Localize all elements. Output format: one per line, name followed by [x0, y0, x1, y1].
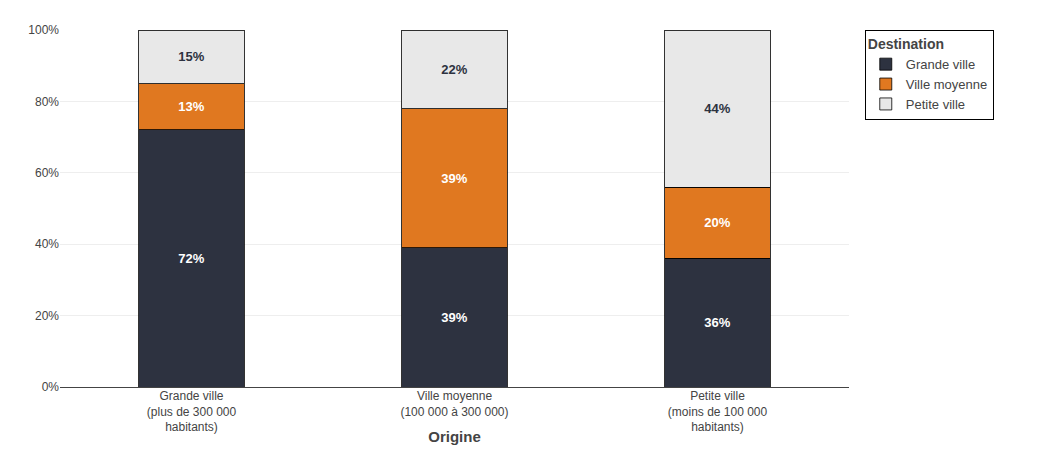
svg-text:44%: 44% — [704, 101, 730, 116]
svg-text:20%: 20% — [704, 215, 730, 230]
svg-text:13%: 13% — [178, 99, 204, 114]
svg-text:100%: 100% — [28, 23, 59, 37]
svg-text:Destination: Destination — [868, 36, 944, 52]
svg-text:Petite ville(moins de 100 000h: Petite ville(moins de 100 000habitants) — [668, 389, 768, 434]
svg-text:22%: 22% — [441, 62, 467, 77]
svg-text:Grande ville: Grande ville — [906, 57, 975, 72]
svg-text:72%: 72% — [178, 251, 204, 266]
svg-text:Ville moyenne(100 000 à 300 00: Ville moyenne(100 000 à 300 000) — [400, 389, 508, 419]
svg-text:0%: 0% — [42, 380, 60, 394]
svg-text:80%: 80% — [35, 95, 59, 109]
svg-text:36%: 36% — [704, 315, 730, 330]
svg-text:39%: 39% — [441, 310, 467, 325]
svg-text:Origine: Origine — [428, 428, 481, 445]
svg-text:15%: 15% — [178, 49, 204, 64]
svg-text:20%: 20% — [35, 309, 59, 323]
svg-text:Grande ville(plus de 300 000ha: Grande ville(plus de 300 000habitants) — [147, 389, 237, 434]
svg-text:Petite ville: Petite ville — [906, 97, 965, 112]
svg-text:60%: 60% — [35, 166, 59, 180]
svg-text:39%: 39% — [441, 171, 467, 186]
svg-text:Ville moyenne: Ville moyenne — [906, 77, 987, 92]
svg-text:40%: 40% — [35, 237, 59, 251]
